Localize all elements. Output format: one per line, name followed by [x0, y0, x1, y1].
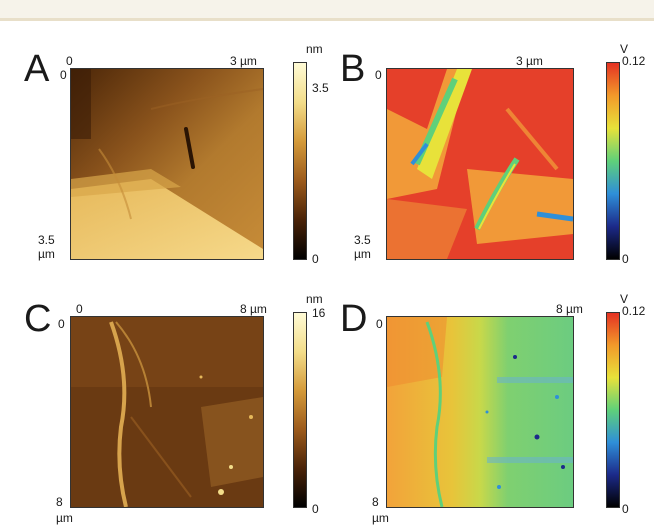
- colorbar-unit: nm: [306, 43, 323, 56]
- topography-map: [71, 69, 263, 259]
- top-banner: [0, 0, 654, 20]
- x-origin-label: 0: [66, 55, 73, 68]
- y-origin-label: 0: [60, 69, 67, 82]
- colorbar: [606, 62, 620, 260]
- colorbar: [293, 312, 307, 508]
- colorbar-max-label: 3.5: [312, 82, 329, 95]
- colorbar: [606, 312, 620, 508]
- panel-letter: A: [24, 50, 49, 88]
- colorbar-max-label: 0.12: [622, 55, 645, 68]
- x-end-label: 8 µm: [240, 303, 267, 316]
- x-end-label: 3 µm: [230, 55, 257, 68]
- y-origin-label: 0: [375, 69, 382, 82]
- colorbar-max-label: 16: [312, 307, 325, 320]
- colorbar-unit: nm: [306, 293, 323, 306]
- y-end-label: 3.5: [38, 234, 55, 247]
- y-origin-label: 0: [58, 318, 65, 331]
- y-end-label: 8: [56, 496, 63, 509]
- y-end-label: 8: [372, 496, 379, 509]
- colorbar-min-label: 0: [622, 503, 629, 516]
- panel-letter: B: [340, 50, 365, 88]
- y-unit-label: µm: [354, 248, 371, 261]
- colorbar: [293, 62, 307, 260]
- panel-letter: D: [340, 300, 367, 338]
- y-origin-label: 0: [376, 318, 383, 331]
- y-unit-label: µm: [372, 512, 389, 525]
- y-unit-label: µm: [56, 512, 73, 525]
- topography-map: [71, 317, 263, 507]
- x-origin-label: 0: [76, 303, 83, 316]
- potential-map: [387, 317, 573, 507]
- panel-letter: C: [24, 300, 51, 338]
- potential-map: [387, 69, 573, 259]
- colorbar-min-label: 0: [312, 253, 319, 266]
- colorbar-min-label: 0: [622, 253, 629, 266]
- top-divider: [0, 18, 654, 21]
- x-end-label: 8 µm: [556, 303, 583, 316]
- afm-topography-image: [70, 316, 264, 508]
- kelvin-probe-image: [386, 316, 574, 508]
- kelvin-probe-image: [386, 68, 574, 260]
- x-end-label: 3 µm: [516, 55, 543, 68]
- y-end-label: 3.5: [354, 234, 371, 247]
- colorbar-min-label: 0: [312, 503, 319, 516]
- y-unit-label: µm: [38, 248, 55, 261]
- afm-topography-image: [70, 68, 264, 260]
- colorbar-max-label: 0.12: [622, 305, 645, 318]
